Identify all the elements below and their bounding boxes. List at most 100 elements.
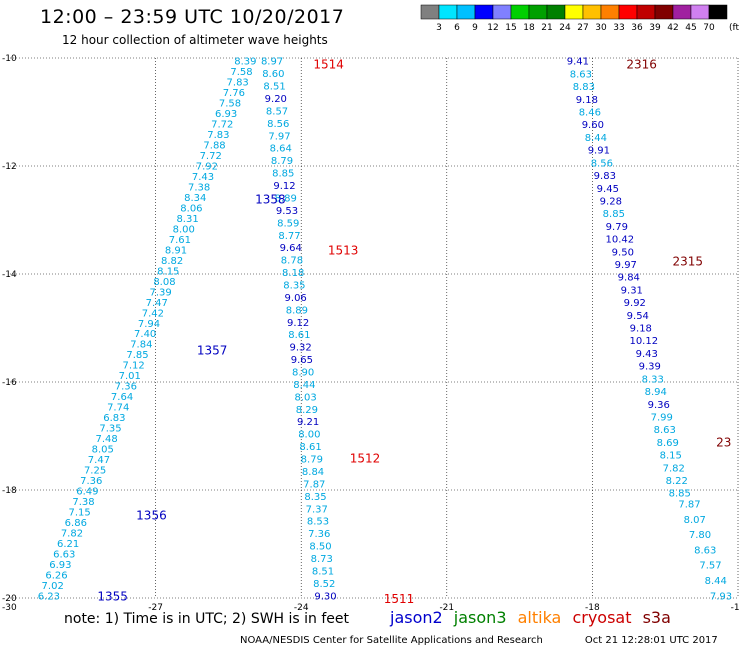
- swh-value: 7.58: [219, 99, 241, 110]
- page-subtitle: 12 hour collection of altimeter wave hei…: [62, 33, 328, 47]
- pass-number-label: 1513: [328, 244, 359, 258]
- swh-value: 7.15: [69, 507, 91, 518]
- swh-value: 7.36: [115, 382, 137, 393]
- swh-value: 8.50: [309, 542, 331, 553]
- satellite-jason3: jason3: [453, 608, 507, 627]
- page-title: 12:00 – 23:59 UTC 10/20/2017: [40, 6, 345, 28]
- swh-value: 9.97: [615, 260, 637, 271]
- swh-value: 9.43: [636, 349, 658, 360]
- swh-value: 7.85: [126, 350, 148, 361]
- pass-number-label: 2315: [672, 255, 703, 269]
- color-scale-label: 12: [487, 23, 498, 33]
- swh-value: 9.06: [285, 293, 307, 304]
- color-scale-label: 27: [577, 23, 588, 33]
- color-scale-label: 15: [505, 23, 516, 33]
- color-scale-label: 70: [703, 23, 715, 33]
- color-scale-label: 39: [649, 23, 661, 33]
- satellite-jason2: jason2: [390, 608, 443, 627]
- swh-value: 8.73: [311, 554, 333, 565]
- swh-value: 8.59: [277, 218, 299, 229]
- swh-value: 8.78: [281, 256, 303, 267]
- swh-value: 7.80: [689, 530, 711, 541]
- swh-value: 8.35: [304, 492, 326, 503]
- swh-value: 7.64: [111, 392, 133, 403]
- color-scale-label: 24: [559, 23, 571, 33]
- swh-value: 7.42: [142, 308, 164, 319]
- swh-value: 8.18: [282, 268, 304, 279]
- swh-value: 8.79: [271, 156, 293, 167]
- swh-value: 8.29: [296, 405, 318, 416]
- swh-value: 7.35: [99, 424, 121, 435]
- swh-value: 8.05: [92, 445, 114, 456]
- swh-value: 7.61: [169, 235, 191, 246]
- swh-value: 8.89: [286, 305, 308, 316]
- swh-value: 8.63: [654, 425, 676, 436]
- color-scale-unit: (ft): [729, 23, 739, 33]
- y-tick-label: -18: [2, 486, 17, 496]
- satellite-legend: jason2 jason3 altika cryosat s3a: [390, 608, 677, 627]
- swh-value: 9.32: [290, 343, 312, 354]
- swh-value: 7.58: [230, 67, 252, 78]
- credit-text: NOAA/NESDIS Center for Satellite Applica…: [240, 635, 543, 646]
- x-tick-label: -21: [439, 603, 454, 613]
- swh-value: 7.47: [88, 455, 110, 466]
- swh-value: 6.26: [45, 570, 67, 581]
- swh-value: 7.36: [308, 529, 330, 540]
- x-tick-label: -27: [148, 603, 163, 613]
- pass-number-label: 2316: [626, 57, 657, 71]
- color-swatch: [708, 4, 728, 20]
- swh-value: 7.48: [96, 434, 118, 445]
- y-tick-label: -14: [2, 270, 17, 280]
- swh-value: 8.97: [261, 57, 283, 68]
- swh-value: 8.15: [157, 266, 179, 277]
- swh-value: 6.83: [103, 413, 125, 424]
- swh-value: 9.53: [276, 206, 298, 217]
- swh-value: 8.90: [292, 368, 314, 379]
- swh-value: 7.72: [211, 120, 233, 131]
- color-scale-label: 30: [595, 23, 607, 33]
- swh-value: 6.49: [76, 486, 98, 497]
- swh-value: 8.46: [579, 108, 601, 119]
- swh-value: 9.91: [588, 146, 610, 157]
- swh-value: 8.44: [293, 380, 315, 391]
- swh-value: 8.56: [267, 119, 289, 130]
- swh-value: 9.79: [606, 222, 628, 233]
- color-scale-label: 33: [613, 23, 624, 33]
- swh-value: 7.57: [699, 561, 721, 572]
- swh-value: 7.43: [192, 172, 214, 183]
- swh-value: 8.63: [570, 69, 592, 80]
- pass-number-label: 1512: [350, 452, 381, 466]
- swh-value: 7.39: [149, 287, 171, 298]
- swh-value: 7.84: [130, 340, 152, 351]
- timestamp-text: Oct 21 12:28:01 UTC 2017: [584, 635, 718, 646]
- swh-value: 9.41: [567, 57, 589, 68]
- footer-credit: NOAA/NESDIS Center for Satellite Applica…: [240, 635, 718, 646]
- color-scale-label: 42: [667, 23, 678, 33]
- swh-value: 7.36: [80, 476, 102, 487]
- satellite-s3a: s3a: [642, 608, 671, 627]
- swh-value: 8.63: [694, 545, 716, 556]
- swh-value: 6.93: [49, 560, 71, 571]
- swh-value: 7.92: [196, 162, 218, 173]
- color-scale-label: 9: [472, 23, 478, 33]
- color-scale-label: 3: [436, 23, 442, 33]
- pass-number-label: 1514: [313, 57, 344, 71]
- swh-value: 7.72: [200, 151, 222, 162]
- satellite-altika: altika: [517, 608, 562, 627]
- swh-value: 8.61: [299, 442, 321, 453]
- swh-value: 8.53: [307, 517, 329, 528]
- swh-value: 7.74: [107, 403, 129, 414]
- swh-value: 9.18: [576, 95, 598, 106]
- satellite-cryosat: cryosat: [572, 608, 632, 627]
- swh-value: 8.44: [705, 576, 727, 587]
- pass-number-label: 23: [716, 435, 731, 449]
- swh-value: 8.44: [585, 133, 607, 144]
- pass-number-label: 1356: [136, 508, 167, 522]
- swh-value: 9.65: [291, 355, 313, 366]
- swh-value: 8.31: [176, 214, 198, 225]
- swh-value: 8.94: [645, 387, 667, 398]
- swh-value: 8.69: [657, 438, 679, 449]
- swh-value: 8.39: [234, 57, 256, 68]
